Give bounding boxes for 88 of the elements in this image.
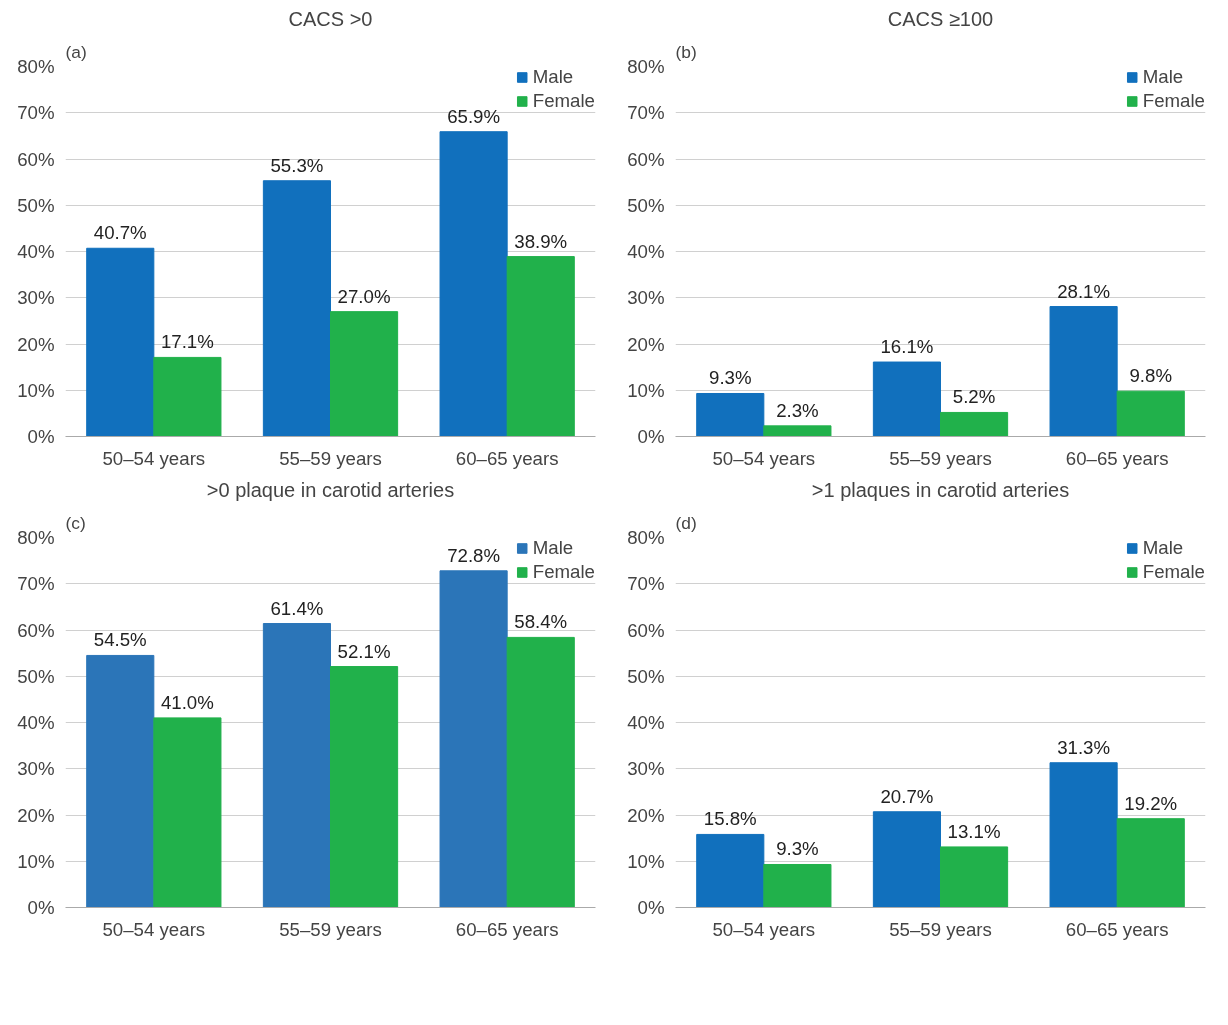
data-label: 52.1% — [337, 640, 391, 662]
legend-label: Female — [532, 561, 595, 583]
y-tick-label: 40% — [17, 712, 55, 733]
x-tick-label: 50–54 years — [712, 918, 816, 940]
legend-label: Male — [532, 537, 574, 559]
text: (b) — [675, 41, 697, 62]
y-tick-label: 10% — [17, 379, 55, 401]
y-tick-label: 30% — [627, 758, 665, 780]
legend-label: Female — [1142, 90, 1205, 112]
y-tick-label: 0% — [27, 897, 55, 918]
legend-label: Female — [532, 90, 595, 112]
x-tick-label: 60–65 years — [455, 447, 559, 469]
y-tick-label: 60% — [17, 148, 55, 170]
x-tick-label: 55–59 years — [279, 447, 382, 469]
y-tick-label: 10% — [17, 850, 55, 872]
data-label: 55.3% — [270, 154, 324, 176]
text: (a) — [65, 41, 87, 62]
x-tick-label: 50–54 years — [102, 447, 206, 469]
y-tick-label: 50% — [17, 194, 55, 216]
y-tick-label: 20% — [17, 804, 55, 826]
y-tick-label: 0% — [637, 426, 665, 447]
y-tick-label: 80% — [627, 527, 665, 548]
data-label: 72.8% — [447, 544, 501, 566]
text: (d) — [675, 512, 697, 533]
chart-title: CACS ≥100 — [887, 7, 994, 30]
chart-title: CACS >0 — [288, 7, 373, 30]
legend-label: Female — [1142, 561, 1205, 583]
y-tick-label: 30% — [17, 758, 55, 780]
data-label: 58.4% — [514, 611, 568, 633]
y-tick-label: 40% — [17, 241, 55, 262]
data-label: 27.0% — [337, 285, 391, 307]
y-tick-label: 10% — [627, 379, 665, 401]
legend-label: Male — [1142, 66, 1184, 88]
y-tick-label: 20% — [17, 333, 55, 355]
y-tick-label: 50% — [17, 665, 55, 687]
y-tick-label: 10% — [627, 850, 665, 872]
data-label: 15.8% — [703, 808, 757, 830]
y-tick-label: 60% — [627, 148, 665, 170]
data-label: 61.4% — [270, 597, 324, 619]
data-label: 9.3% — [709, 367, 752, 389]
x-tick-label: 50–54 years — [102, 918, 206, 940]
data-label: 65.9% — [447, 105, 501, 127]
data-label: 16.1% — [880, 336, 934, 358]
data-label: 54.5% — [93, 629, 147, 651]
x-tick-label: 60–65 years — [1065, 918, 1169, 940]
y-tick-label: 70% — [627, 573, 665, 595]
y-tick-label: 70% — [627, 102, 665, 124]
x-tick-label: 55–59 years — [889, 918, 992, 940]
x-tick-label: 50–54 years — [712, 447, 816, 469]
y-tick-label: 40% — [627, 712, 665, 733]
text: (c) — [65, 512, 86, 533]
data-label: 9.3% — [776, 838, 819, 860]
y-tick-label: 70% — [17, 102, 55, 124]
y-tick-label: 50% — [627, 665, 665, 687]
y-tick-label: 40% — [627, 241, 665, 262]
legend-label: Male — [1142, 537, 1184, 559]
data-label: 41.0% — [160, 691, 214, 713]
data-label: 5.2% — [952, 386, 996, 408]
chart-title: >1 plaques in carotid arteries — [811, 478, 1070, 501]
y-tick-label: 20% — [627, 804, 665, 826]
y-tick-label: 80% — [17, 56, 55, 77]
data-label: 9.8% — [1129, 365, 1172, 387]
chart-title: >0 plaque in carotid arteries — [206, 478, 455, 501]
x-tick-label: 60–65 years — [1065, 447, 1169, 469]
y-tick-label: 0% — [637, 897, 665, 918]
data-label: 31.3% — [1057, 736, 1111, 758]
data-label: 28.1% — [1057, 280, 1111, 302]
data-label: 19.2% — [1124, 792, 1178, 814]
data-label: 17.1% — [160, 331, 214, 353]
data-label: 13.1% — [947, 820, 1001, 842]
y-tick-label: 80% — [627, 56, 665, 77]
y-tick-label: 20% — [627, 333, 665, 355]
y-tick-label: 70% — [17, 573, 55, 595]
y-tick-label: 30% — [17, 287, 55, 309]
x-tick-label: 60–65 years — [455, 918, 559, 940]
x-tick-label: 55–59 years — [279, 918, 382, 940]
data-label: 2.3% — [776, 399, 819, 421]
y-tick-label: 80% — [17, 527, 55, 548]
legend-label: Male — [532, 66, 574, 88]
data-label: 20.7% — [880, 785, 934, 807]
data-label: 40.7% — [93, 222, 147, 244]
y-tick-label: 30% — [627, 287, 665, 309]
y-tick-label: 60% — [17, 619, 55, 641]
y-tick-label: 0% — [27, 426, 55, 447]
x-tick-label: 55–59 years — [889, 447, 992, 469]
data-label: 38.9% — [514, 230, 568, 252]
y-tick-label: 50% — [627, 194, 665, 216]
y-tick-label: 60% — [627, 619, 665, 641]
